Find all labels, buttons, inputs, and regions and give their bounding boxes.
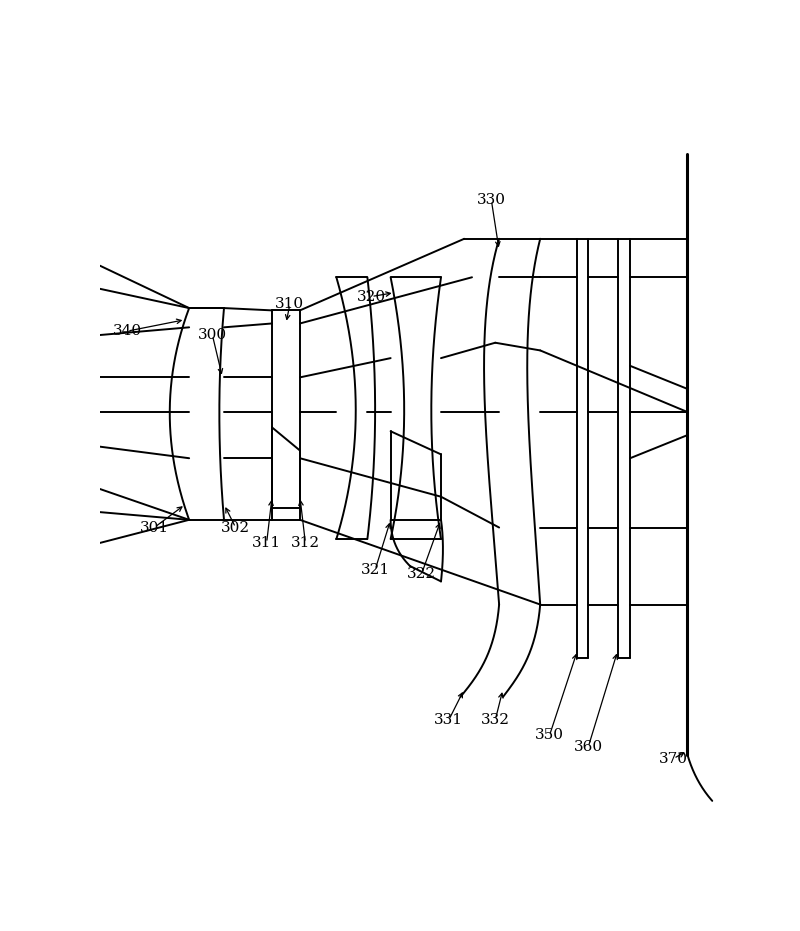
Text: 310: 310 xyxy=(275,297,305,311)
Text: 350: 350 xyxy=(535,728,564,742)
Text: 321: 321 xyxy=(361,563,390,577)
Text: 370: 370 xyxy=(659,751,688,765)
Text: 340: 340 xyxy=(113,324,142,338)
Text: 320: 320 xyxy=(357,290,386,304)
Text: 301: 301 xyxy=(140,520,169,534)
Text: 312: 312 xyxy=(291,536,320,550)
Text: 300: 300 xyxy=(198,328,227,342)
Text: 322: 322 xyxy=(407,567,436,581)
Text: 360: 360 xyxy=(574,740,603,754)
Text: 332: 332 xyxy=(481,713,510,727)
Text: 330: 330 xyxy=(477,194,506,208)
Text: 302: 302 xyxy=(221,520,250,534)
Text: 311: 311 xyxy=(252,536,281,550)
Text: 331: 331 xyxy=(434,713,463,727)
